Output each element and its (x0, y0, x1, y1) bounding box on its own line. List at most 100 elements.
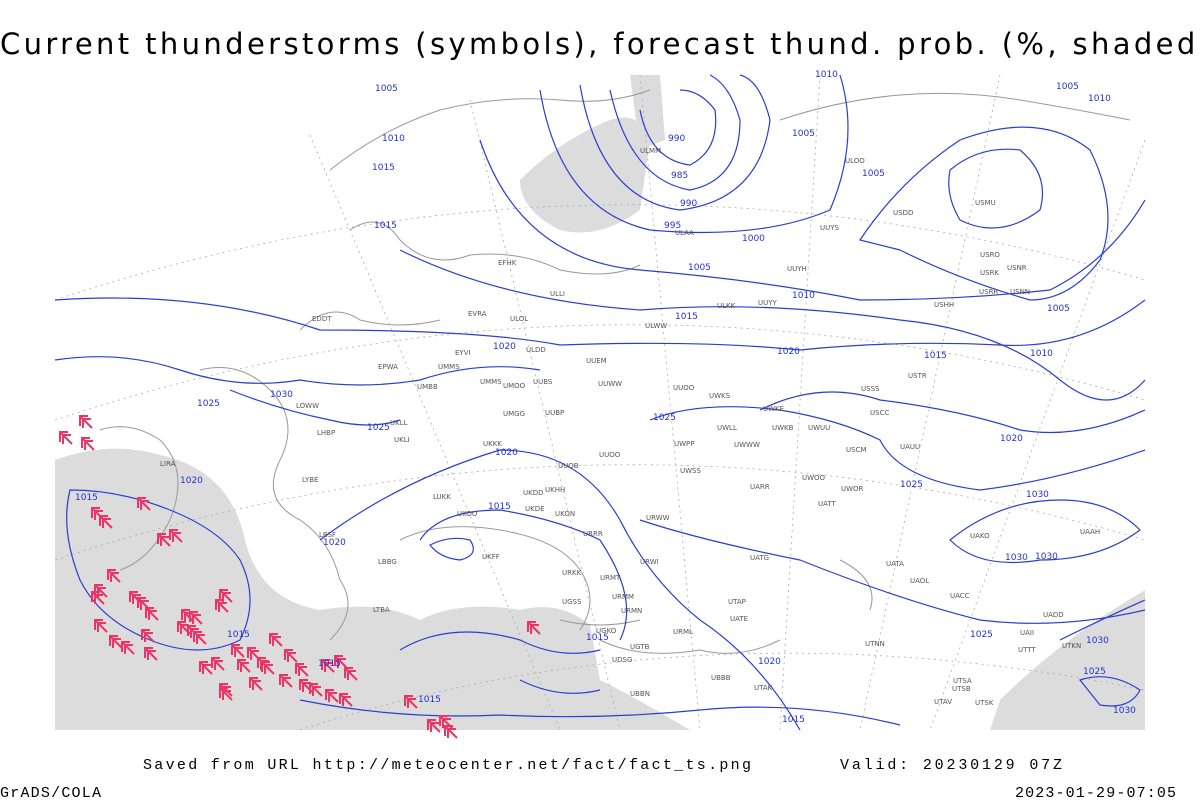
thunderstorm-symbol (137, 597, 151, 611)
thunderstorm-symbol (157, 533, 171, 547)
thunderstorm-symbol (427, 719, 441, 733)
station-code: LIRA (160, 460, 176, 468)
station-codes: ULMM ULAA EFHK ULLI EVRA ULOL ULWW ULKK UUYY UUYH… (160, 147, 1100, 707)
station-code: UTSA (953, 677, 972, 685)
thunderstorm-symbol (177, 621, 191, 635)
station-code: UUYS (820, 224, 840, 232)
station-code: USSS (861, 385, 880, 393)
thunderstorm-symbol (444, 725, 458, 739)
thunderstorm-symbol (299, 679, 313, 693)
isobar-label: 1015 (586, 633, 609, 643)
thunderstorm-symbol (219, 589, 233, 603)
isobar-label: 1030 (1005, 553, 1028, 563)
station-code: LUKK (433, 493, 451, 501)
station-code: USMU (975, 199, 996, 207)
station-code: LBSF (319, 531, 336, 539)
station-code: UKLL (390, 419, 408, 427)
thunderstorm-symbol (215, 599, 229, 613)
station-code: ULKK (717, 302, 736, 310)
station-code: USRR (979, 288, 998, 296)
station-code: ULWW (645, 322, 667, 330)
thunderstorm-symbol (295, 663, 309, 677)
station-code: URKK (562, 569, 582, 577)
software: GrADS/COLA (0, 785, 101, 800)
isobar-label: 1005 (688, 263, 711, 273)
isobar-label: 1015 (374, 221, 397, 231)
station-code: UKLI (394, 436, 410, 444)
station-code: EFHK (498, 259, 517, 267)
station-code: UWOR (841, 485, 864, 493)
thunderstorm-symbol (439, 715, 453, 729)
probability-area (990, 590, 1145, 730)
isobar-label: 1010 (1088, 94, 1111, 104)
isobar-label: 1015 (924, 351, 947, 361)
isobars (54, 74, 1146, 731)
isobar-label: 1015 (227, 630, 250, 640)
thunderstorm-symbol (199, 661, 213, 675)
isobar-label: 1015 (675, 312, 698, 322)
station-code: URMT (600, 574, 621, 582)
station-code: UKHH (545, 486, 565, 494)
thunderstorm-symbol (339, 693, 353, 707)
station-code: UATG (750, 554, 769, 562)
station-code: UWPP (674, 440, 695, 448)
isobar-labels: 1005 1010 1010 1015 1015 990 985 990 995 1000 1005… (75, 70, 1136, 725)
station-code: UGTB (630, 643, 650, 651)
isobar-label: 1025 (197, 399, 220, 409)
thunderstorm-symbol (284, 649, 298, 663)
station-code: UKDD (523, 489, 544, 497)
station-code: LOWW (296, 402, 319, 410)
station-code: UAUU (900, 443, 920, 451)
thunderstorm-symbol (144, 647, 158, 661)
station-code: UATT (818, 500, 837, 508)
source-url: Saved from URL http://meteocenter.net/fa… (143, 757, 751, 774)
station-code: UBBN (630, 690, 650, 698)
probability-area (520, 117, 650, 233)
station-code: UTKN (1062, 642, 1081, 650)
station-code: URML (673, 628, 693, 636)
thunderstorm-symbol (189, 611, 203, 625)
isobar-label: 995 (664, 221, 681, 231)
station-code: ULOL (510, 315, 528, 323)
isobar-label: 1020 (323, 538, 346, 548)
station-code: UADD (1043, 611, 1064, 619)
thunderstorm-symbol (79, 415, 93, 429)
thunderstorm-symbol (137, 497, 151, 511)
station-code: URMN (621, 607, 642, 615)
timestamp: 2023-01-29-07:05 (1015, 785, 1176, 800)
thunderstorm-symbol (211, 657, 225, 671)
isobar-label: 1025 (367, 423, 390, 433)
thunderstorm-symbol (279, 674, 293, 688)
station-code: UARR (750, 483, 770, 491)
isobar-label: 1010 (1030, 349, 1053, 359)
isobar-label: 1020 (180, 476, 203, 486)
isobar-label: 1015 (782, 715, 805, 725)
thunderstorm-symbol (261, 661, 275, 675)
station-code: UBBB (711, 674, 731, 682)
isobar-label: 1015 (372, 163, 395, 173)
isobar-label: 990 (680, 199, 697, 209)
isobar-label: 1010 (815, 70, 838, 80)
thunderstorm-symbol (334, 655, 348, 669)
station-code: USCC (870, 409, 889, 417)
station-code: UKDE (525, 505, 545, 513)
station-code: ULOO (845, 157, 865, 165)
station-code: UUYH (787, 265, 807, 273)
isobar-label: 985 (671, 171, 688, 181)
thunderstorm-symbol (91, 507, 105, 521)
isobar-label: 1005 (1047, 304, 1070, 314)
station-code: UUBP (545, 409, 564, 417)
station-code: UKFF (482, 553, 500, 561)
station-code: ULLI (550, 290, 565, 298)
thunderstorm-symbol (107, 569, 121, 583)
station-code: UATA (886, 560, 904, 568)
isobar-label: 1030 (270, 390, 293, 400)
thunderstorm-symbol (94, 619, 108, 633)
thunderstorm-symbol (527, 621, 541, 635)
thunderstorm-symbol (344, 667, 358, 681)
coastlines (99, 89, 1131, 654)
map-title: Current thunderstorms (symbols), forecas… (0, 27, 1200, 61)
isobar-label: 1005 (862, 169, 885, 179)
station-code: UTSB (952, 685, 971, 693)
